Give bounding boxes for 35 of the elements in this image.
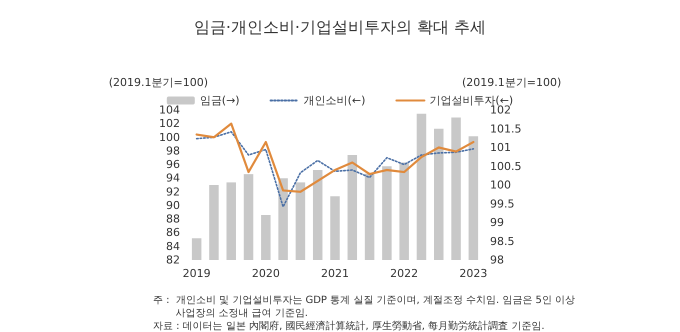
x-tick-label: 2019 [182, 267, 211, 280]
y-tick-label: 96 [166, 158, 180, 172]
y-tick-label: 104 [159, 104, 180, 116]
y-tick-label: 84 [166, 240, 180, 253]
y-tick-label: 98 [166, 144, 180, 158]
y-tick-label: 90 [166, 198, 180, 212]
y2-tick-label: 100 [490, 178, 511, 192]
x-tick-label: 2023 [459, 267, 488, 280]
y2-tick-label: 99 [490, 216, 504, 229]
y-tick-label: 94 [166, 172, 180, 185]
y2-tick-label: 98 [490, 254, 504, 266]
y-tick-label: 102 [159, 117, 180, 130]
x-tick-label: 2021 [321, 267, 349, 280]
y-tick-label: 88 [166, 212, 180, 226]
legend-label: 개인소비(←) [304, 94, 366, 107]
line-series [196, 122, 474, 193]
y2-tick-label: 101.5 [490, 122, 522, 136]
x-tick-label: 2020 [252, 267, 280, 280]
y-tick-label: 92 [166, 185, 180, 198]
y2-tick-label: 98.5 [490, 234, 514, 248]
chart-title: 임금·개인소비·기업설비투자의 확대 추세 [194, 18, 486, 36]
line-series [196, 131, 474, 208]
y-tick-label: 86 [166, 226, 180, 240]
text: 자료 : 데이터는 일본 內閣府, 國民經濟計算統計, 厚生勞動省, 每月勤労統計調査 기준임. [153, 320, 545, 332]
y2-axis-title: (2019.1분기=100) [462, 76, 562, 89]
legend-label: 임금(→) [200, 94, 240, 107]
legend-label: 기업설비투자(←) [429, 94, 514, 107]
x-tick-label: 2022 [390, 267, 418, 280]
text: 주 : 개인소비 및 기업설비투자는 GDP 통계 실질 기준이며, 계절조정 수치임. 임금은 5인 이상 사업장의 소정내 급여 기준임. [153, 295, 576, 319]
y2-tick-label: 99.5 [490, 197, 514, 210]
y-tick-label: 100 [159, 130, 180, 144]
y2-tick-label: 100.5 [490, 160, 522, 173]
y-axis-title: (2019.1분기=100) [108, 76, 208, 89]
y-tick-label: 82 [166, 254, 180, 266]
y2-tick-label: 101 [490, 141, 511, 154]
